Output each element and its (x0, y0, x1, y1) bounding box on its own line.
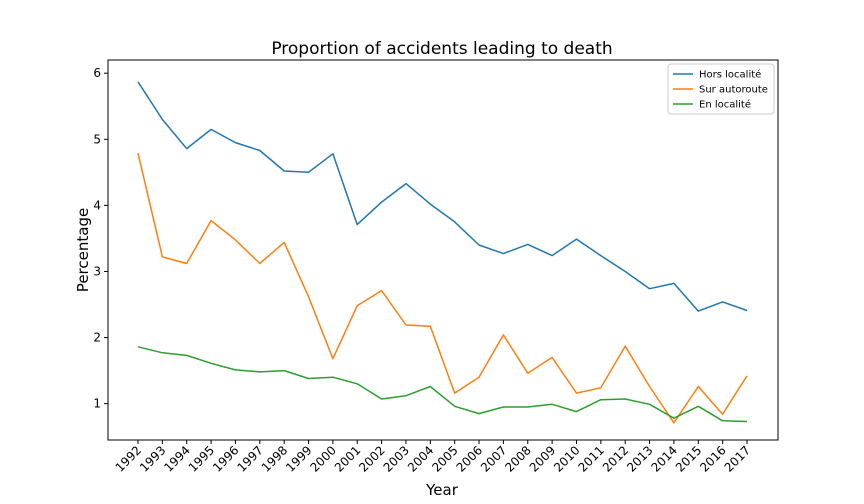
y-axis: 1 2 3 4 5 6 (93, 66, 108, 411)
x-tick-label: 2012 (600, 443, 631, 474)
x-tick-label: 2014 (649, 443, 680, 474)
y-tick-label: 5 (93, 132, 101, 146)
y-tick-label: 6 (93, 66, 101, 80)
legend-box (667, 63, 775, 115)
x-tick-label: 2013 (624, 443, 655, 474)
series-line-0 (137, 81, 748, 312)
x-tick-label: 2010 (551, 443, 582, 474)
series-line-1 (137, 153, 748, 424)
legend-label: Hors localité (699, 69, 761, 81)
series-line-2 (137, 346, 748, 423)
x-tick-label: 2009 (527, 443, 558, 474)
x-tick-label: 2000 (308, 443, 339, 474)
x-tick-label: 2011 (575, 443, 606, 474)
x-tick-label: 2008 (502, 443, 533, 474)
x-tick-label: 1993 (137, 443, 168, 474)
x-tick-label: 2016 (697, 443, 728, 474)
x-tick-label: 2004 (405, 443, 436, 474)
y-tick-label: 3 (93, 264, 101, 278)
x-tick-label: 1995 (186, 443, 217, 474)
x-tick-label: 1996 (210, 443, 241, 474)
y-tick-label: 4 (93, 198, 101, 212)
x-tick-label: 2001 (332, 443, 363, 474)
legend-label: En localité (699, 99, 751, 111)
legend: Hors localité Sur autoroute En localité (667, 63, 775, 115)
x-tick-label: 2007 (478, 443, 509, 474)
x-tick-label: 2005 (429, 443, 460, 474)
x-tick-label: 1992 (113, 443, 144, 474)
y-tick-label: 1 (93, 397, 101, 411)
y-axis-title: Percentage (74, 208, 92, 292)
x-tick-label: 2003 (381, 443, 412, 474)
plot-area-frame (107, 59, 779, 441)
plot-series-group (137, 81, 748, 424)
chart-title: Proportion of accidents leading to death (271, 39, 612, 59)
y-tick-label: 2 (93, 331, 101, 345)
x-tick-label: 2015 (673, 443, 704, 474)
x-tick-label: 1994 (161, 443, 192, 474)
x-tick-label: 2017 (722, 443, 753, 474)
x-tick-label: 1998 (259, 443, 290, 474)
x-tick-label: 2002 (356, 443, 387, 474)
x-axis-title: Year (425, 481, 459, 499)
x-axis: 1992199319941995199619971998199920002001… (113, 440, 753, 475)
legend-label: Sur autoroute (699, 85, 768, 96)
x-tick-label: 1997 (234, 443, 265, 474)
x-tick-label: 2006 (454, 443, 485, 474)
x-tick-label: 1999 (283, 443, 314, 474)
